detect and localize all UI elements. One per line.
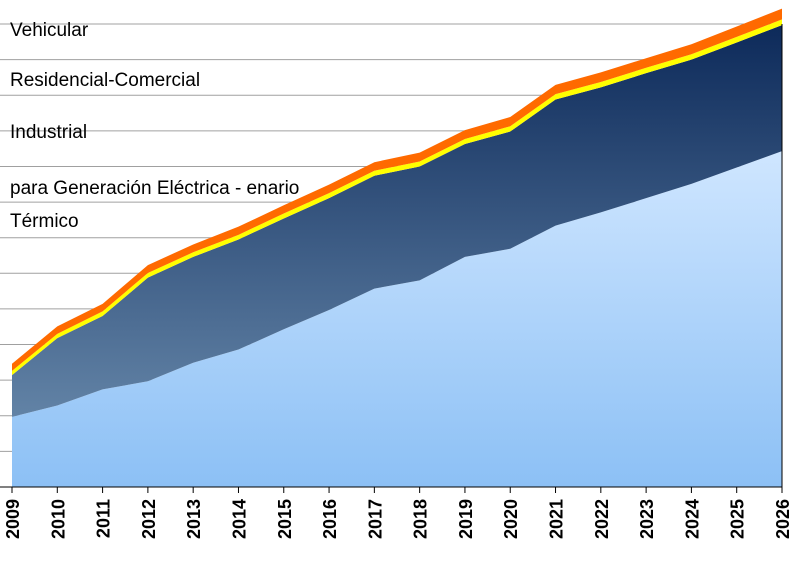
x-tick-label: 2020 — [501, 499, 521, 539]
x-tick-label: 2019 — [456, 499, 476, 539]
x-tick-label: 2017 — [365, 499, 385, 539]
legend-entry: Residencial-Comercial — [10, 70, 201, 91]
x-tick-label: 2012 — [139, 499, 159, 539]
x-tick-label: 2016 — [320, 499, 340, 539]
x-tick-label: 2024 — [682, 499, 702, 539]
x-tick-label: 2014 — [229, 499, 249, 539]
x-tick-label: 2011 — [94, 499, 114, 538]
x-tick-label: 2015 — [275, 499, 295, 539]
legend-entry: Vehicular — [10, 20, 89, 41]
x-tick-label: 2009 — [3, 499, 23, 539]
x-tick-label: 2026 — [773, 499, 793, 539]
x-tick-label: 2013 — [184, 499, 204, 539]
x-tick-label: 2021 — [547, 499, 567, 539]
area — [12, 8, 782, 371]
legend-entry: Industrial — [10, 122, 88, 143]
area — [12, 151, 782, 488]
area — [12, 25, 782, 417]
x-tick-label: 2018 — [411, 499, 431, 539]
x-tick-label: 2023 — [637, 499, 657, 539]
legend-entry: para Generación Eléctrica - enario Térmi… — [10, 178, 300, 232]
x-tick-label: 2010 — [48, 499, 68, 539]
x-tick-label: 2022 — [592, 499, 612, 539]
x-tick-label: 2025 — [728, 499, 748, 539]
